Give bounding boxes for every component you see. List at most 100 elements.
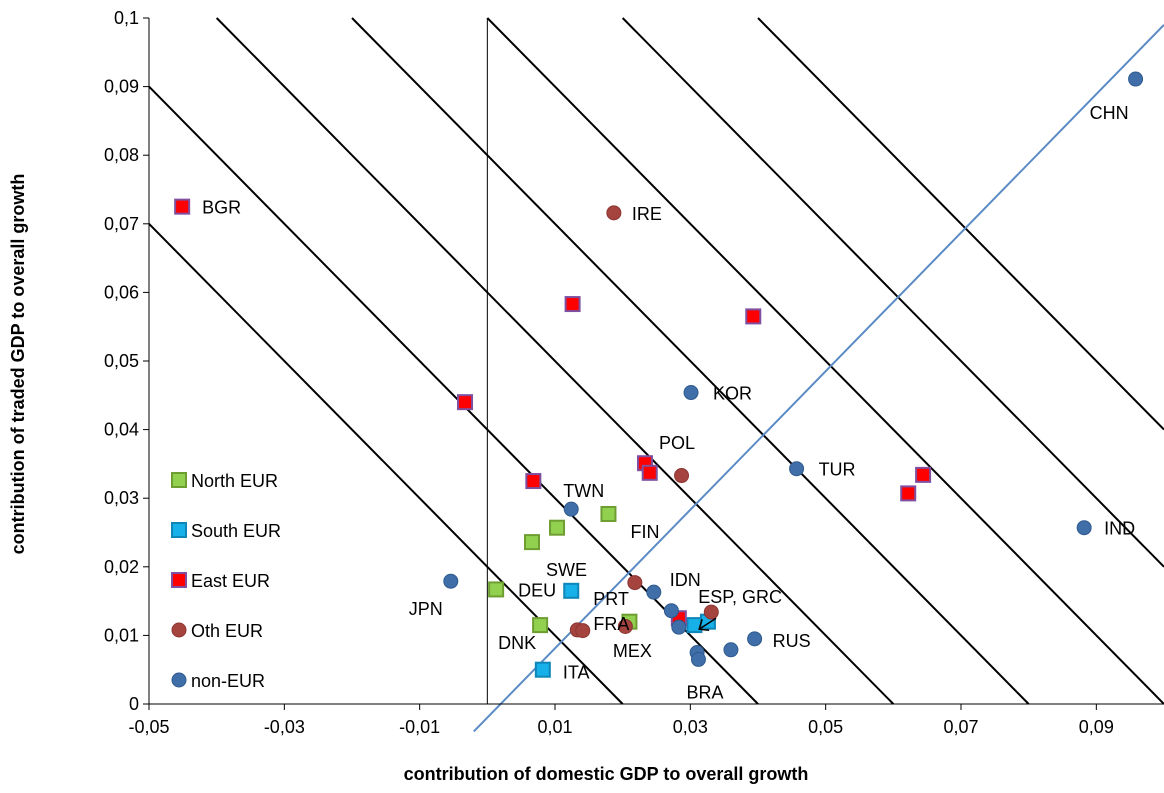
point-label-bra: BRA (686, 682, 723, 702)
legend-marker-south-eur (171, 522, 187, 538)
x-tick-label: 0,03 (673, 717, 708, 737)
oth-eur-point (674, 468, 690, 484)
arrow-shaft (698, 617, 717, 630)
y-tick-label: 0,09 (104, 77, 139, 97)
east-eur-point (525, 473, 542, 490)
east-eur-point (457, 394, 474, 411)
y-tick-label: 0,07 (104, 214, 139, 234)
data-points (174, 71, 1144, 678)
x-tick-label: -0,05 (128, 717, 169, 737)
north-eur-point-dnk (532, 617, 549, 634)
legend: North EUR South EUR East EUR Oth EUR non-EUR (171, 471, 281, 691)
non-eur-point-bra (690, 651, 706, 667)
east-eur-point (900, 485, 917, 502)
x-tick-label: -0,01 (399, 717, 440, 737)
y-tick-label: 0,1 (114, 8, 139, 28)
legend-marker-non-eur (171, 672, 187, 688)
non-eur-point-twn (563, 501, 579, 517)
legend-label-east-eur: East EUR (191, 571, 270, 591)
x-tick-label: 0,09 (1079, 717, 1114, 737)
legend-marker-east-eur (171, 572, 187, 588)
y-tick-label: 0,02 (104, 557, 139, 577)
legend-label-south-eur: South EUR (191, 521, 281, 541)
non-eur-point (663, 603, 679, 619)
south-eur-point-ita (534, 661, 551, 678)
y-axis-title: contribution of traded GDP to overall gr… (8, 174, 28, 555)
point-label-chn: CHN (1090, 103, 1129, 123)
y-tick-label: 0,01 (104, 625, 139, 645)
y-tick-label: 0 (129, 694, 139, 714)
point-label-esp-grc: ESP, GRC (698, 587, 782, 607)
iso-line-1 (148, 85, 759, 705)
y-tick-label: 0,04 (104, 420, 139, 440)
legend-label-oth-eur: Oth EUR (191, 621, 263, 641)
south-eur-point-prt (563, 582, 580, 599)
iso-line-3 (351, 17, 1030, 705)
y-tick-label: 0,05 (104, 351, 139, 371)
east-eur-point (641, 464, 658, 481)
non-eur-point-mex (671, 619, 687, 635)
legend-label-north-eur: North EUR (191, 471, 278, 491)
north-eur-point-swe (523, 534, 540, 551)
point-label-bgr: BGR (202, 198, 241, 218)
legend-label-non-eur: non-EUR (191, 671, 265, 691)
reference-line (473, 24, 1164, 733)
point-label-twn: TWN (563, 481, 604, 501)
point-label-rus: RUS (773, 631, 811, 651)
x-axis-title: contribution of domestic GDP to overall … (404, 764, 809, 784)
point-label-swe: SWE (546, 560, 587, 580)
non-eur-point-ind (1076, 520, 1092, 536)
point-label-ire: IRE (632, 204, 662, 224)
non-eur-point-kor (683, 385, 699, 401)
iso-line-6 (757, 17, 1164, 431)
north-eur-point-fin (600, 505, 617, 522)
iso-growth-lines (148, 17, 1164, 705)
point-label-ita: ITA (563, 663, 590, 683)
y-tick-label: 0,03 (104, 488, 139, 508)
oth-eur-point (627, 575, 643, 591)
oth-eur-point-esp-grc (703, 604, 719, 620)
south-eur-point (686, 617, 703, 634)
north-eur-point (549, 519, 566, 536)
y-tick-label: 0,06 (104, 282, 139, 302)
diagonal-reference-line (473, 24, 1164, 733)
point-label-tur: TUR (819, 460, 856, 480)
point-label-ind: IND (1104, 519, 1135, 539)
non-eur-point-tur (789, 461, 805, 477)
arrow-head (698, 619, 710, 631)
east-eur-point-bgr (174, 198, 191, 215)
non-eur-point-jpn (443, 573, 459, 589)
north-eur-point-deu (488, 581, 505, 598)
x-tick-labels: -0,05 -0,03 -0,01 0,01 0,03 0,05 0,07 0,09 (128, 704, 1114, 737)
point-label-mex: MEX (613, 641, 652, 661)
point-labels: DEU DNK SWE FIN PRT ITA BGR POL IRE FRA ESP, GRC CH… (202, 103, 1135, 702)
point-label-deu: DEU (518, 580, 556, 600)
point-label-prt: PRT (593, 589, 629, 609)
iso-line-5 (621, 17, 1164, 568)
x-tick-label: 0,01 (537, 717, 572, 737)
east-eur-point (745, 308, 762, 325)
x-tick-label: 0,05 (808, 717, 843, 737)
non-eur-point-chn (1128, 71, 1144, 87)
point-label-kor: KOR (713, 384, 752, 404)
point-label-jpn: JPN (409, 599, 443, 619)
iso-line-2 (215, 17, 895, 705)
point-label-fra: FRA (593, 614, 629, 634)
east-eur-point (915, 466, 932, 483)
non-eur-point-idn (646, 584, 662, 600)
x-tick-label: -0,03 (264, 717, 305, 737)
y-tick-label: 0,08 (104, 145, 139, 165)
oth-eur-point (575, 623, 591, 639)
east-eur-point (564, 296, 581, 313)
point-label-pol: POL (659, 433, 695, 453)
y-tick-labels: 0 0,01 0,02 0,03 0,04 0,05 0,06 0,07 0,08 0,09 0,1 (104, 8, 149, 714)
legend-marker-north-eur (171, 472, 187, 488)
oth-eur-point-ire (606, 205, 622, 221)
non-eur-point (723, 642, 739, 658)
legend-marker-oth-eur (171, 622, 187, 638)
annotation-arrow (698, 617, 717, 631)
x-tick-label: 0,07 (943, 717, 978, 737)
iso-line-4 (486, 17, 1164, 705)
point-label-dnk: DNK (498, 633, 536, 653)
